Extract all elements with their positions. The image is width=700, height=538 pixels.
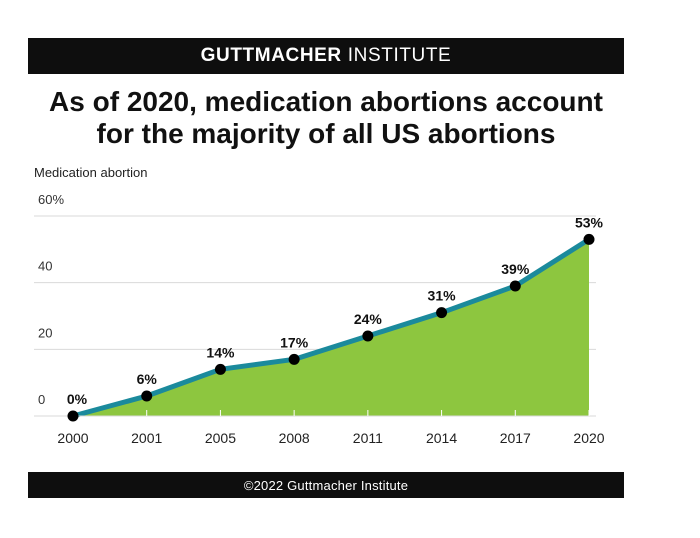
data-point-2011 — [362, 330, 374, 342]
x-tick-label-2000: 2000 — [57, 430, 88, 446]
data-point-2017 — [509, 280, 521, 292]
x-tick-label-2001: 2001 — [131, 430, 162, 446]
data-points — [67, 233, 595, 422]
data-point-2020 — [583, 233, 595, 245]
area-fill — [73, 239, 589, 416]
data-label-2020: 53% — [575, 214, 604, 230]
series-line — [70, 236, 592, 419]
y-axis-title: Medication abortion — [34, 165, 147, 180]
y-tick-labels: 0 20 40 60% — [38, 192, 64, 407]
data-label-2000: 0% — [67, 391, 88, 407]
y-tick-label-60: 60% — [38, 192, 64, 207]
x-tick-labels: 2000 2001 2005 2008 2011 2014 2017 2020 — [57, 430, 604, 446]
data-point-2014 — [436, 307, 448, 319]
data-label-2005: 14% — [206, 344, 235, 360]
data-label-2014: 31% — [428, 288, 457, 304]
area-layer — [34, 236, 596, 419]
brand-name-bold: GUTTMACHER — [200, 45, 342, 66]
data-point-2008 — [288, 353, 300, 365]
y-tick-label-20: 20 — [38, 325, 52, 340]
data-label-2011: 24% — [354, 311, 383, 327]
x-tick-label-2011: 2011 — [353, 430, 383, 446]
data-point-2005 — [214, 363, 226, 375]
brand-name-light: INSTITUTE — [347, 45, 452, 66]
copyright-text: ©2022 Guttmacher Institute — [243, 477, 409, 493]
data-label-2001: 6% — [137, 371, 158, 387]
footer-bar: ©2022 Guttmacher Institute — [28, 472, 624, 498]
headline-line-2: for the majority of all US abortions — [96, 118, 556, 149]
data-point-2000 — [67, 410, 79, 422]
x-tick-label-2014: 2014 — [426, 430, 457, 446]
x-tick-label-2008: 2008 — [279, 430, 310, 446]
data-point-2001 — [141, 390, 153, 402]
x-tick-label-2005: 2005 — [205, 430, 236, 446]
headline-line-1: As of 2020, medication abortions account — [49, 86, 603, 117]
y-tick-label-40: 40 — [38, 259, 52, 274]
header-bar: GUTTMACHER INSTITUTE — [28, 38, 624, 74]
chart-headline: As of 2020, medication abortions account… — [28, 86, 624, 150]
x-tick-label-2017: 2017 — [500, 430, 531, 446]
data-label-2017: 39% — [501, 261, 530, 277]
data-label-2008: 17% — [280, 334, 309, 350]
y-tick-label-0: 0 — [38, 392, 45, 407]
data-labels: 0% 6% 14% 17% 24% 31% 39% 53% — [67, 214, 604, 407]
x-tick-label-2020: 2020 — [573, 430, 604, 446]
